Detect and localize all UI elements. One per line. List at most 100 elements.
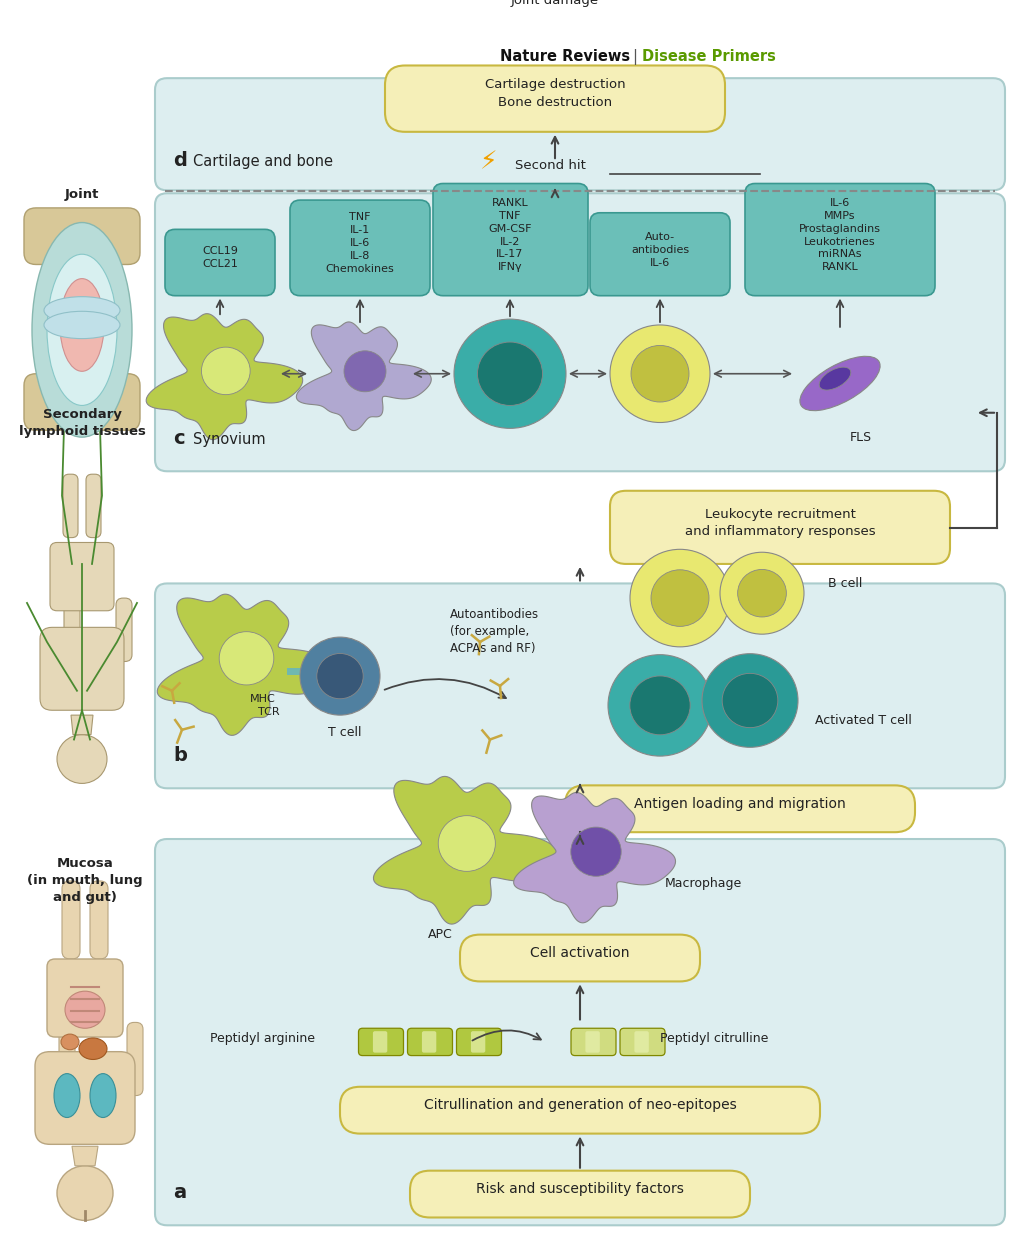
FancyBboxPatch shape	[127, 1023, 143, 1096]
Polygon shape	[514, 793, 676, 923]
FancyBboxPatch shape	[24, 374, 140, 430]
FancyBboxPatch shape	[290, 200, 430, 296]
Text: a: a	[173, 1183, 186, 1202]
FancyBboxPatch shape	[47, 959, 123, 1037]
Text: Autoantibodies
(for example,
ACPAs and RF): Autoantibodies (for example, ACPAs and R…	[450, 607, 539, 654]
Circle shape	[631, 345, 689, 402]
Text: Peptidyl arginine: Peptidyl arginine	[210, 1032, 315, 1044]
Text: TCR: TCR	[258, 708, 280, 717]
FancyBboxPatch shape	[358, 1028, 403, 1055]
Ellipse shape	[61, 1034, 79, 1050]
FancyBboxPatch shape	[155, 78, 1005, 190]
Text: Cartilage and bone: Cartilage and bone	[193, 153, 333, 169]
Ellipse shape	[47, 255, 117, 406]
Text: Activated T cell: Activated T cell	[815, 714, 912, 726]
Text: RANKL
TNF
GM-CSF
IL-2
IL-17
IFNγ: RANKL TNF GM-CSF IL-2 IL-17 IFNγ	[488, 198, 531, 272]
Text: Citrullination and generation of neo-epitopes: Citrullination and generation of neo-epi…	[424, 1098, 736, 1112]
Text: TNF
IL-1
IL-6
IL-8
Chemokines: TNF IL-1 IL-6 IL-8 Chemokines	[326, 213, 394, 273]
Ellipse shape	[32, 223, 132, 437]
FancyBboxPatch shape	[385, 66, 725, 132]
Text: Mucosa
(in mouth, lung
and gut): Mucosa (in mouth, lung and gut)	[28, 856, 142, 903]
Ellipse shape	[819, 367, 851, 390]
FancyBboxPatch shape	[165, 229, 275, 296]
FancyBboxPatch shape	[373, 1032, 387, 1053]
Text: Disease Primers: Disease Primers	[642, 49, 776, 64]
Circle shape	[202, 348, 250, 395]
FancyBboxPatch shape	[340, 1087, 820, 1133]
Circle shape	[219, 632, 273, 685]
Ellipse shape	[54, 1074, 80, 1117]
Text: Nature Reviews: Nature Reviews	[500, 49, 630, 64]
Text: Synovium: Synovium	[193, 432, 265, 447]
Text: Cell activation: Cell activation	[530, 946, 630, 960]
FancyBboxPatch shape	[565, 785, 915, 833]
Circle shape	[630, 675, 690, 735]
FancyBboxPatch shape	[586, 1032, 600, 1053]
Circle shape	[610, 325, 710, 423]
Text: ⚡: ⚡	[480, 150, 498, 174]
FancyBboxPatch shape	[620, 1028, 665, 1055]
FancyBboxPatch shape	[63, 474, 78, 538]
Ellipse shape	[44, 312, 120, 339]
Text: T cell: T cell	[329, 726, 361, 740]
Text: Secondary
lymphoid tissues: Secondary lymphoid tissues	[18, 408, 145, 438]
FancyBboxPatch shape	[155, 584, 1005, 788]
Circle shape	[477, 343, 543, 406]
Text: c: c	[173, 429, 184, 448]
Text: Antigen loading and migration: Antigen loading and migration	[634, 797, 846, 811]
Circle shape	[438, 815, 496, 871]
Ellipse shape	[79, 1038, 106, 1059]
Polygon shape	[71, 715, 93, 735]
FancyBboxPatch shape	[422, 1032, 436, 1053]
Text: Macrophage: Macrophage	[665, 877, 742, 891]
FancyBboxPatch shape	[62, 881, 80, 959]
FancyBboxPatch shape	[90, 881, 108, 959]
Text: Second hit: Second hit	[515, 158, 586, 172]
FancyBboxPatch shape	[590, 213, 730, 296]
Text: Risk and susceptibility factors: Risk and susceptibility factors	[476, 1183, 684, 1196]
Circle shape	[720, 552, 804, 635]
FancyBboxPatch shape	[50, 543, 114, 611]
Text: b: b	[173, 746, 186, 764]
FancyBboxPatch shape	[610, 491, 950, 564]
Circle shape	[316, 653, 364, 699]
Polygon shape	[72, 1147, 98, 1165]
Circle shape	[702, 653, 798, 747]
Circle shape	[454, 319, 566, 428]
Ellipse shape	[90, 1074, 116, 1117]
Text: d: d	[173, 151, 186, 169]
FancyBboxPatch shape	[86, 474, 101, 538]
Text: CCL19
CCL21: CCL19 CCL21	[202, 246, 238, 270]
Text: Peptidyl citrulline: Peptidyl citrulline	[660, 1032, 768, 1044]
FancyBboxPatch shape	[457, 1028, 502, 1055]
Text: MHC: MHC	[250, 694, 275, 704]
Text: IL-6
MMPs
Prostaglandins
Leukotrienes
miRNAs
RANKL: IL-6 MMPs Prostaglandins Leukotrienes mi…	[799, 198, 881, 272]
Circle shape	[57, 735, 106, 783]
Polygon shape	[374, 777, 557, 924]
Circle shape	[57, 1165, 113, 1221]
Circle shape	[570, 828, 622, 876]
Circle shape	[344, 351, 386, 392]
Polygon shape	[146, 314, 303, 439]
Ellipse shape	[65, 991, 105, 1028]
FancyBboxPatch shape	[433, 183, 588, 296]
Text: B cell: B cell	[828, 576, 862, 590]
Circle shape	[630, 549, 730, 647]
FancyBboxPatch shape	[410, 1170, 750, 1217]
FancyBboxPatch shape	[445, 0, 665, 28]
Circle shape	[737, 569, 786, 617]
FancyBboxPatch shape	[116, 597, 132, 662]
FancyBboxPatch shape	[745, 183, 935, 296]
Text: Leukocyte recruitment
and inflammatory responses: Leukocyte recruitment and inflammatory r…	[685, 508, 876, 538]
Text: FLS: FLS	[850, 430, 872, 444]
Text: Auto-
antibodies
IL-6: Auto- antibodies IL-6	[631, 233, 689, 267]
FancyBboxPatch shape	[460, 935, 700, 981]
Text: Joint damage: Joint damage	[511, 0, 599, 6]
FancyBboxPatch shape	[635, 1032, 649, 1053]
Ellipse shape	[800, 356, 880, 411]
FancyBboxPatch shape	[155, 193, 1005, 471]
Text: APC: APC	[428, 928, 453, 941]
Ellipse shape	[60, 278, 104, 371]
FancyBboxPatch shape	[24, 208, 140, 265]
FancyBboxPatch shape	[59, 1023, 75, 1096]
